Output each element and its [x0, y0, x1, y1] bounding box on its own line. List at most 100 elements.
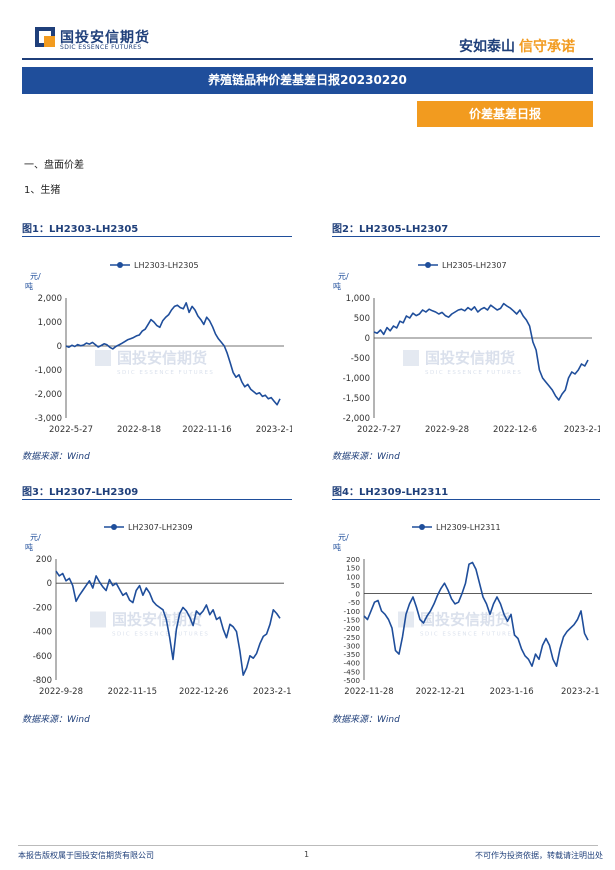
chart-3-title: 图3：LH2307-LH2309 — [22, 487, 139, 498]
legend-label: LH2305-LH2307 — [442, 261, 507, 270]
x-tick-label: 2022-12-26 — [179, 687, 228, 697]
y-tick-label: 0 — [355, 590, 360, 599]
x-tick-label: 2023-1-16 — [490, 687, 534, 697]
chart-3-title-rule — [22, 499, 292, 500]
y-tick-label: -500 — [351, 354, 370, 364]
y-tick-label: -200 — [33, 603, 52, 613]
y-tick-label: 500 — [354, 314, 370, 324]
y-tick-label: 0 — [57, 342, 62, 352]
y-tick-label: -50 — [348, 598, 360, 607]
logo-text: 国投安信期货 — [60, 30, 150, 46]
legend-marker — [419, 524, 425, 530]
legend-label: LH2307-LH2309 — [128, 523, 193, 532]
x-tick-label: 2022-7-27 — [357, 425, 401, 435]
slogan-part-a: 安如泰山 — [459, 39, 515, 55]
y-unit-label: 吨 — [333, 542, 341, 552]
chart-4-title: 图4：LH2309-LH2311 — [332, 487, 449, 498]
y-tick-label: -400 — [343, 659, 360, 668]
x-tick-label: 2022-11-15 — [108, 687, 157, 697]
y-tick-label: -400 — [33, 628, 52, 638]
y-tick-label: -2,000 — [343, 414, 370, 424]
watermark: 国投安信期货 SDIC ESSENCE FUTURES — [403, 349, 521, 376]
report-tag: 价差基差日报 — [417, 101, 593, 127]
watermark-logo-icon — [90, 611, 106, 628]
watermark: 国投安信期货 SDIC ESSENCE FUTURES — [398, 611, 517, 638]
watermark: 国投安信期货 SDIC ESSENCE FUTURES — [90, 611, 209, 638]
y-tick-label: -200 — [343, 624, 360, 633]
x-tick-label: 2022-11-16 — [182, 425, 231, 435]
chart-4: 国投安信期货 SDIC ESSENCE FUTURES 元/吨 LH2309-LH23… — [333, 523, 600, 697]
report-title: 养殖链品种价差基差日报20230220 — [22, 67, 593, 94]
series-line — [373, 302, 589, 401]
watermark-logo-icon — [403, 350, 419, 366]
x-tick-label: 2022-9-28 — [425, 425, 469, 435]
header-rule — [22, 58, 593, 60]
watermark: 国投安信期货 SDIC ESSENCE FUTURES — [95, 349, 213, 376]
y-tick-label: 200 — [36, 555, 52, 565]
slogan-part-b: 信守承诺 — [519, 39, 575, 55]
chart-1-source: 数据来源：Wind — [22, 452, 90, 462]
series-line — [363, 561, 589, 667]
chart-1: 国投安信期货 SDIC ESSENCE FUTURES 元/吨 LH2303-LH23… — [25, 261, 292, 435]
y-tick-label: -2,000 — [35, 390, 62, 400]
series-line — [65, 302, 281, 406]
section-heading: 一、盘面价差 — [24, 160, 84, 171]
y-tick-label: -450 — [343, 667, 360, 676]
logo-subtext: SDIC ESSENCE FUTURES — [60, 44, 142, 51]
y-tick-label: -1,500 — [343, 394, 370, 404]
watermark-subtext: SDIC ESSENCE FUTURES — [420, 632, 517, 638]
subsection-heading: 1、生猪 — [24, 185, 61, 196]
chart-2-source: 数据来源：Wind — [332, 452, 400, 462]
chart-2-title: 图2：LH2305-LH2307 — [332, 224, 449, 235]
y-tick-label: 2,000 — [38, 294, 62, 304]
x-tick-label: 2023-2-15 — [561, 687, 600, 697]
y-tick-label: 1,000 — [346, 294, 370, 304]
chart-2-title-rule — [332, 236, 600, 237]
legend-marker — [117, 262, 123, 268]
y-tick-label: -100 — [343, 607, 360, 616]
y-unit-label: 吨 — [333, 281, 341, 291]
y-unit-label: 元/ — [30, 272, 41, 281]
slogan: 安如泰山 信守承诺 — [459, 36, 575, 56]
y-tick-label: -1,000 — [35, 366, 62, 376]
x-tick-label: 2022-8-18 — [117, 425, 161, 435]
y-tick-label: -150 — [343, 616, 360, 625]
x-tick-label: 2023-2-13 — [253, 687, 292, 697]
y-unit-label: 元/ — [338, 533, 349, 542]
y-unit-label: 元/ — [30, 533, 41, 542]
chart-3: 国投安信期货 SDIC ESSENCE FUTURES 元/吨 LH2307-LH23… — [25, 523, 292, 697]
chart-3-source: 数据来源：Wind — [22, 715, 90, 725]
y-tick-label: -350 — [343, 650, 360, 659]
y-tick-label: -1,000 — [343, 374, 370, 384]
chart-1-title-rule — [22, 236, 292, 237]
x-tick-label: 2022-12-6 — [493, 425, 537, 435]
y-tick-label: 0 — [365, 334, 370, 344]
y-unit-label: 元/ — [338, 272, 349, 281]
watermark-text: 国投安信期货 — [425, 349, 515, 367]
legend-marker — [111, 524, 117, 530]
x-tick-label: 2023-2-1 — [564, 425, 600, 435]
y-unit-label: 吨 — [25, 281, 33, 291]
y-tick-label: 0 — [47, 579, 52, 589]
watermark-subtext: SDIC ESSENCE FUTURES — [112, 632, 209, 638]
legend-marker — [425, 262, 431, 268]
page-number: 1 — [304, 850, 310, 859]
y-tick-label: -500 — [343, 676, 360, 685]
x-tick-label: 2022-11-28 — [344, 687, 393, 697]
watermark-text: 国投安信期货 — [112, 611, 202, 629]
legend-label: LH2303-LH2305 — [134, 261, 199, 270]
y-tick-label: 1,000 — [38, 318, 62, 328]
chart-4-source: 数据来源：Wind — [332, 715, 400, 725]
y-tick-label: 150 — [346, 564, 360, 573]
watermark-text: 国投安信期货 — [420, 611, 510, 629]
footer-rule — [18, 845, 598, 846]
y-unit-label: 吨 — [25, 542, 33, 552]
chart-1-title: 图1：LH2303-LH2305 — [22, 224, 139, 235]
x-tick-label: 2022-9-28 — [39, 687, 83, 697]
y-tick-label: -600 — [33, 652, 52, 662]
footer-copyright: 本报告版权属于国投安信期货有限公司 — [18, 851, 154, 860]
logo-icon — [35, 27, 55, 47]
y-tick-label: -3,000 — [35, 414, 62, 424]
chart-4-title-rule — [332, 499, 600, 500]
x-tick-label: 2022-5-27 — [49, 425, 93, 435]
